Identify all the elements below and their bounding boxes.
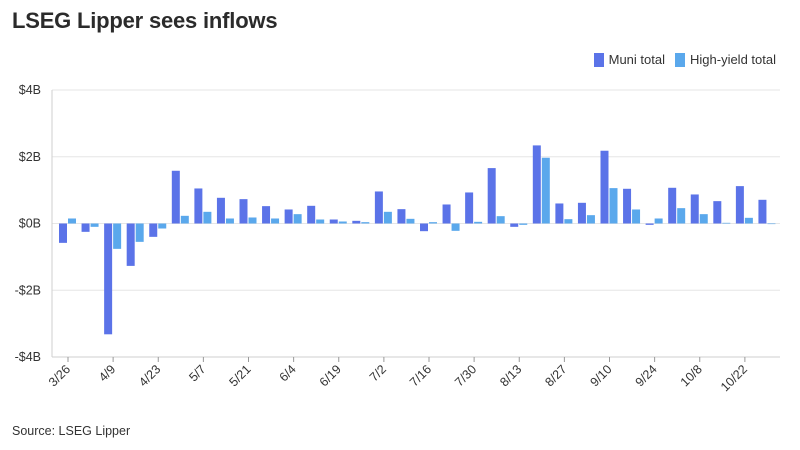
bars	[59, 145, 776, 335]
high-yield-bar	[338, 221, 347, 224]
high-yield-bar	[474, 221, 483, 224]
muni-bar	[487, 168, 496, 224]
muni-bar	[149, 223, 158, 237]
y-tick-label: $2B	[19, 150, 41, 164]
x-tick-label: 5/7	[186, 362, 208, 384]
y-tick-label: $0B	[19, 217, 41, 231]
high-yield-bar	[564, 219, 573, 224]
y-tick-label: $4B	[19, 83, 41, 97]
high-yield-bar	[429, 222, 437, 224]
high-yield-bar	[68, 218, 76, 224]
x-tick-label: 6/4	[277, 362, 299, 384]
high-yield-bar	[609, 188, 618, 224]
high-yield-bar	[361, 222, 370, 224]
high-yield-bar	[496, 216, 505, 224]
source-note: Source: LSEG Lipper	[12, 424, 131, 438]
high-yield-bar	[293, 214, 302, 224]
high-yield-bar	[383, 211, 392, 224]
x-tick-label: 7/2	[367, 362, 389, 384]
legend-item-muni: Muni total	[593, 52, 665, 67]
muni-bar	[194, 188, 203, 224]
x-tick-label: 8/27	[542, 362, 569, 389]
x-tick-label: 7/30	[452, 362, 479, 389]
high-yield-bar	[767, 223, 776, 225]
high-yield-bar	[248, 217, 257, 224]
high-yield-bar	[406, 218, 415, 224]
muni-bar	[668, 187, 677, 224]
high-yield-bar	[632, 209, 641, 224]
muni-bar	[510, 223, 519, 227]
muni-bar	[555, 203, 564, 224]
high-yield-bar	[203, 211, 212, 224]
x-tick-label: 9/10	[588, 362, 615, 389]
x-tick-label: 10/22	[718, 362, 750, 394]
muni-bar	[465, 192, 474, 224]
muni-bar	[284, 209, 293, 224]
muni-bar	[352, 220, 361, 224]
high-yield-bar	[451, 223, 460, 231]
muni-bar	[735, 186, 744, 224]
x-tick-label: 9/24	[633, 362, 660, 389]
high-yield-bar	[722, 222, 731, 224]
high-yield-bar	[586, 215, 595, 224]
muni-bar	[239, 199, 248, 224]
x-tick-label: 4/23	[136, 362, 163, 389]
high-yield-bar	[158, 223, 167, 229]
x-tick-label: 5/21	[227, 362, 254, 389]
muni-bar	[397, 209, 406, 224]
high-yield-bar	[744, 217, 753, 224]
muni-bar	[758, 199, 767, 224]
muni-bar	[713, 201, 722, 224]
x-tick-label: 6/19	[317, 362, 344, 389]
high-yield-bar	[677, 208, 686, 224]
muni-bar	[81, 223, 90, 232]
high-yield-bar	[113, 223, 122, 249]
y-tick-label: -$2B	[15, 283, 41, 297]
muni-bar	[532, 145, 541, 224]
y-axis: $4B $2B $0B -$2B -$4B	[15, 83, 53, 364]
x-axis: 3/26 4/9 4/23 5/7 5/21 6/4 6/19 7/2 7/16 7/30 8/13…	[46, 356, 780, 394]
muni-bar	[577, 202, 586, 224]
muni-bar	[374, 191, 383, 224]
muni-bar	[420, 223, 428, 232]
muni-bar	[171, 170, 180, 224]
high-yield-bar	[271, 218, 280, 224]
legend-label-muni: Muni total	[608, 52, 665, 67]
muni-bar	[645, 223, 654, 225]
x-tick-label: 8/13	[497, 362, 524, 389]
muni-bar	[600, 150, 609, 224]
high-yield-bar	[541, 157, 550, 224]
muni-bar	[216, 197, 225, 224]
muni-bar	[262, 206, 271, 224]
y-tick-label: -$4B	[15, 350, 41, 364]
legend-swatch-muni	[593, 52, 604, 67]
x-tick-label: 3/26	[46, 362, 73, 389]
high-yield-bar	[654, 218, 663, 224]
muni-bar	[104, 223, 113, 335]
chart-title: LSEG Lipper sees inflows	[12, 8, 278, 33]
muni-bar	[329, 219, 338, 224]
high-yield-bar	[699, 214, 708, 224]
legend-swatch-high-yield	[675, 52, 685, 67]
muni-bar	[442, 204, 451, 224]
high-yield-bar	[90, 223, 99, 227]
x-tick-label: 7/16	[407, 362, 434, 389]
high-yield-bar	[225, 218, 234, 224]
muni-bar	[307, 205, 316, 224]
x-tick-label: 4/9	[96, 362, 118, 384]
x-tick-label: 10/8	[678, 362, 705, 389]
muni-bar	[126, 223, 135, 266]
muni-bar	[623, 188, 632, 224]
high-yield-bar	[180, 215, 189, 224]
legend-label-high-yield: High-yield total	[690, 52, 776, 67]
high-yield-bar	[519, 223, 528, 225]
high-yield-bar	[135, 223, 144, 242]
high-yield-bar	[316, 219, 325, 224]
legend: Muni total High-yield total	[593, 52, 776, 67]
legend-item-high-yield: High-yield total	[675, 52, 776, 67]
muni-bar	[59, 223, 67, 243]
muni-bar	[690, 194, 699, 224]
